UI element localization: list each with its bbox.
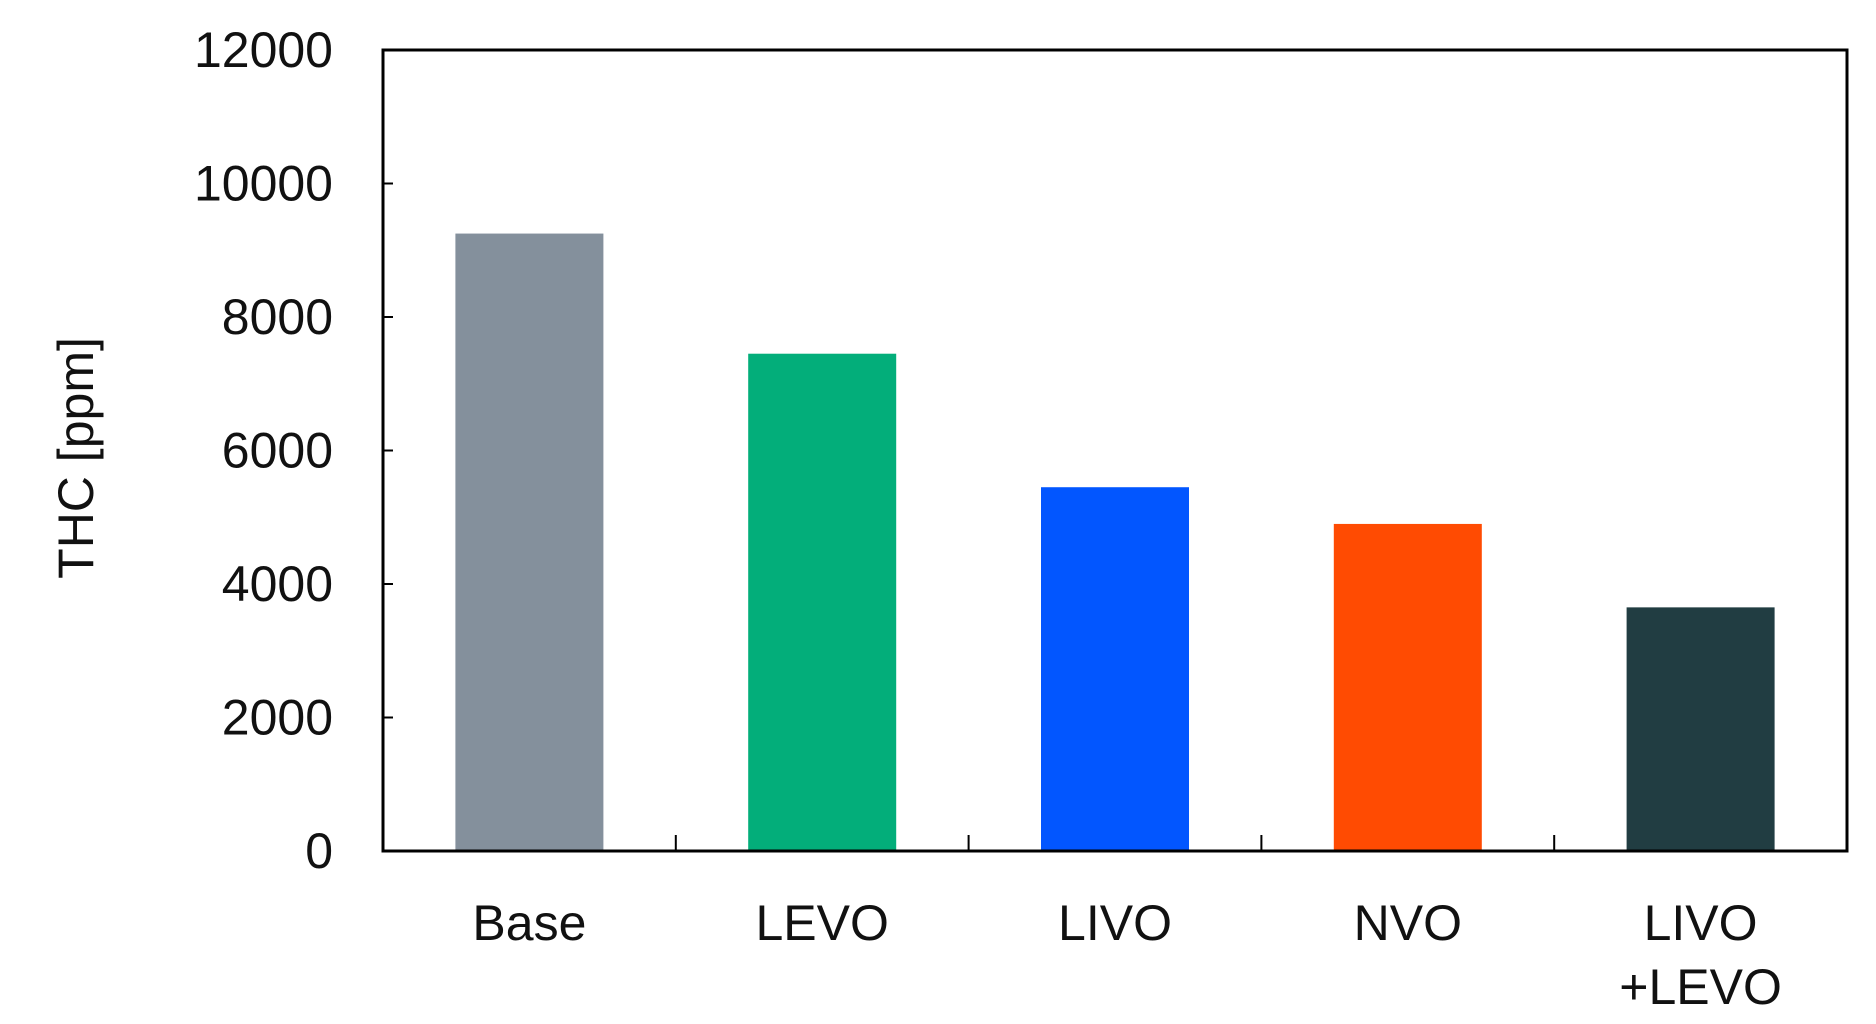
y-axis-title-group: THC [ppm] xyxy=(48,337,104,579)
y-axis-title: THC [ppm] xyxy=(48,337,104,579)
y-axis-ticks: 0 2000 4000 6000 8000 10000 12000 xyxy=(194,22,393,879)
y-tick-label: 10000 xyxy=(194,156,333,212)
bar xyxy=(1041,487,1189,851)
bar xyxy=(1333,523,1482,851)
bars xyxy=(455,233,1775,851)
y-tick-label: 8000 xyxy=(222,289,333,345)
x-category-label: LIVO xyxy=(1644,895,1758,951)
bar xyxy=(748,353,897,851)
y-tick-label: 2000 xyxy=(222,690,333,746)
bar xyxy=(455,233,604,851)
x-category-label: +LEVO xyxy=(1619,959,1782,1015)
y-tick-label: 12000 xyxy=(194,22,333,78)
x-category-label: LIVO xyxy=(1058,895,1172,951)
y-tick-label: 6000 xyxy=(222,423,333,479)
y-tick-label: 0 xyxy=(305,823,333,879)
x-category-label: NVO xyxy=(1354,895,1462,951)
bar xyxy=(1626,607,1775,851)
plot-area-frame xyxy=(381,48,1849,853)
x-axis-ticks: Base LEVO LIVO NVO LIVO +LEVO xyxy=(472,835,1782,1015)
y-tick-label: 4000 xyxy=(222,556,333,612)
x-category-label: Base xyxy=(472,895,586,951)
x-category-label: LEVO xyxy=(755,895,888,951)
